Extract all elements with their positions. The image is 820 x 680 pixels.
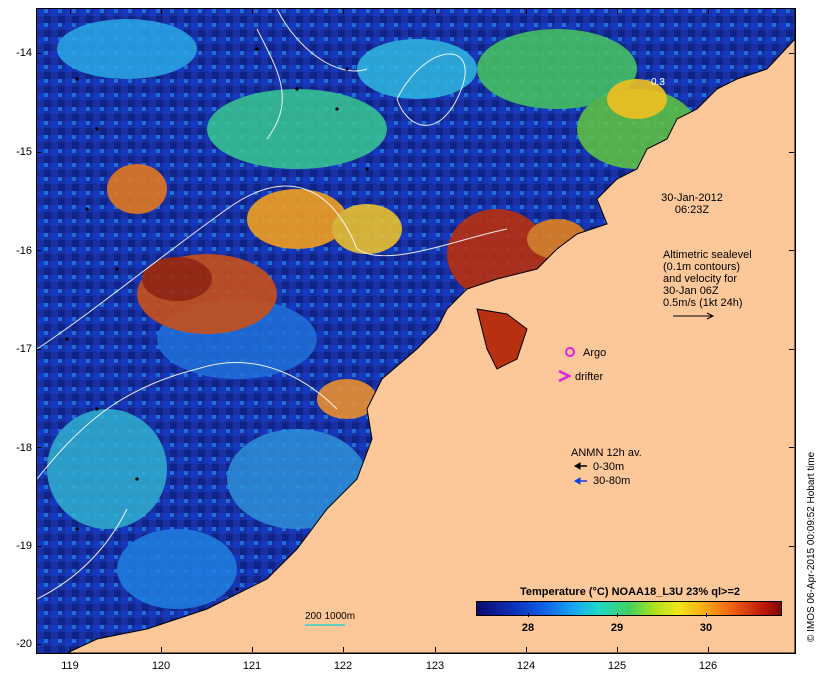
sealevel-contours — [37, 9, 508, 600]
argo-label: Argo — [583, 347, 607, 359]
sealevel-note-line: and velocity for — [663, 273, 737, 285]
sealevel-note-line: 0.5m/s (1kt 24h) — [663, 297, 743, 309]
x-tick-label: 122 — [333, 660, 353, 672]
x-tick-label: 125 — [607, 660, 627, 672]
map-frame: 30-Jan-2012 06:23Z Altimetric sealevel (… — [36, 8, 796, 654]
y-tick-label: -20 — [16, 638, 32, 650]
y-tick-label: -19 — [16, 540, 32, 552]
y-tick-label: -16 — [16, 245, 32, 257]
colorbar-title: Temperature (°C) NOAA18_L3U 23% ql>=2 — [520, 586, 740, 598]
x-tick-label: 121 — [242, 660, 262, 672]
anmn-deep-arrow — [574, 477, 587, 485]
y-tick-label: -17 — [16, 343, 32, 355]
timestamp-label: 30-Jan-2012 06:23Z — [637, 192, 747, 216]
land-mass — [66, 9, 795, 653]
credit-text: © IMOS 06-Apr-2015 00:09:52 Hobart time — [806, 451, 817, 642]
y-tick-label: -14 — [16, 47, 32, 59]
sst-map — [37, 9, 795, 653]
bathymetry-label: 200 1000m — [305, 611, 356, 622]
argo-marker — [565, 347, 575, 357]
velocity-vectors — [65, 47, 369, 591]
colorbar-tick-label: 28 — [521, 622, 535, 634]
anmn-title: ANMN 12h av. — [571, 447, 642, 459]
x-tick-label: 123 — [425, 660, 445, 672]
drifter-marker — [558, 369, 572, 383]
x-tick-label: 119 — [61, 660, 79, 672]
y-tick-label: -18 — [16, 442, 32, 454]
velocity-scale-arrow — [673, 312, 715, 320]
anmn-shallow-label: 0-30m — [593, 461, 625, 473]
sealevel-note: Altimetric sealevel (0.1m contours) and … — [663, 249, 752, 309]
drifter-label: drifter — [575, 371, 604, 383]
station-label: 0.3 — [651, 77, 665, 88]
x-tick-label: 124 — [516, 660, 536, 672]
timestamp-date: 30-Jan-2012 — [661, 192, 723, 204]
sealevel-note-line: (0.1m contours) — [663, 261, 741, 273]
colorbar — [476, 601, 782, 616]
timestamp-time: 06:23Z — [674, 204, 710, 216]
colorbar-tick-label: 29 — [610, 622, 624, 634]
colorbar-tick-label: 30 — [699, 622, 713, 634]
sealevel-note-line: Altimetric sealevel — [663, 249, 752, 261]
sealevel-note-line: 30-Jan 06Z — [663, 285, 719, 297]
coastline-inlet — [476, 308, 528, 370]
anmn-shallow-arrow — [574, 462, 587, 470]
anmn-deep-label: 30-80m — [593, 475, 631, 487]
y-tick-label: -15 — [16, 146, 32, 158]
x-tick-label: 126 — [698, 660, 718, 672]
x-tick-label: 120 — [151, 660, 171, 672]
